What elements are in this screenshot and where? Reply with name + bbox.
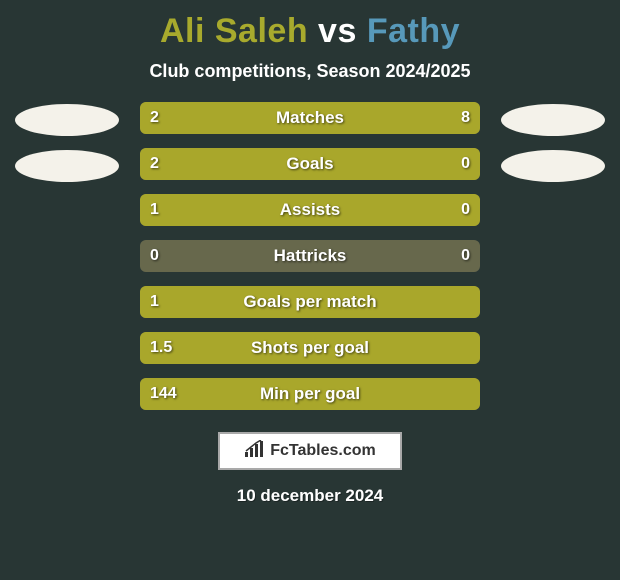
stat-label: Shots per goal [251, 338, 369, 358]
stat-fill-left [140, 194, 412, 226]
stat-row: 1 0 Assists [140, 194, 480, 226]
subtitle: Club competitions, Season 2024/2025 [8, 61, 612, 82]
brand-text: FcTables.com [270, 442, 376, 460]
team-badge-placeholder [501, 104, 605, 136]
stat-label: Assists [280, 200, 340, 220]
stat-value-right: 0 [461, 155, 470, 173]
team-badge-placeholder [501, 150, 605, 182]
stat-row: 2 0 Goals [140, 148, 480, 180]
stat-label: Goals per match [243, 292, 376, 312]
comparison-infographic: Ali Saleh vs Fathy Club competitions, Se… [0, 0, 620, 580]
stat-value-left: 144 [150, 385, 177, 403]
chart-icon [244, 440, 266, 463]
stat-label: Goals [286, 154, 333, 174]
page-title: Ali Saleh vs Fathy [8, 12, 612, 51]
stat-value-left: 2 [150, 155, 159, 173]
stat-label: Hattricks [274, 246, 347, 266]
stat-value-left: 1 [150, 293, 159, 311]
stat-label: Min per goal [260, 384, 360, 404]
stat-value-right: 0 [461, 201, 470, 219]
stat-value-right: 8 [461, 109, 470, 127]
stat-value-left: 0 [150, 247, 159, 265]
stat-value-left: 2 [150, 109, 159, 127]
stat-label: Matches [276, 108, 344, 128]
player1-name: Ali Saleh [160, 12, 308, 50]
stat-value-right: 0 [461, 247, 470, 265]
team-badge-placeholder [15, 104, 119, 136]
date-text: 10 december 2024 [8, 486, 612, 506]
stat-row: 144 Min per goal [140, 378, 480, 410]
stat-fill-left [140, 148, 412, 180]
stat-row: 2 8 Matches [140, 102, 480, 134]
stat-value-left: 1.5 [150, 339, 172, 357]
stat-row: 1.5 Shots per goal [140, 332, 480, 364]
stats-area: 2 8 Matches 2 0 Goals 1 0 Assists 0 0 Hattricks 1 Goa… [8, 102, 612, 410]
stat-row: 1 Goals per match [140, 286, 480, 318]
right-badges-column [498, 102, 608, 182]
player2-name: Fathy [367, 12, 460, 50]
left-badges-column [12, 102, 122, 182]
stat-bars: 2 8 Matches 2 0 Goals 1 0 Assists 0 0 Hattricks 1 Goa… [140, 102, 480, 410]
team-badge-placeholder [15, 150, 119, 182]
vs-text: vs [318, 12, 357, 50]
stat-value-left: 1 [150, 201, 159, 219]
brand-watermark: FcTables.com [218, 432, 402, 470]
stat-row: 0 0 Hattricks [140, 240, 480, 272]
